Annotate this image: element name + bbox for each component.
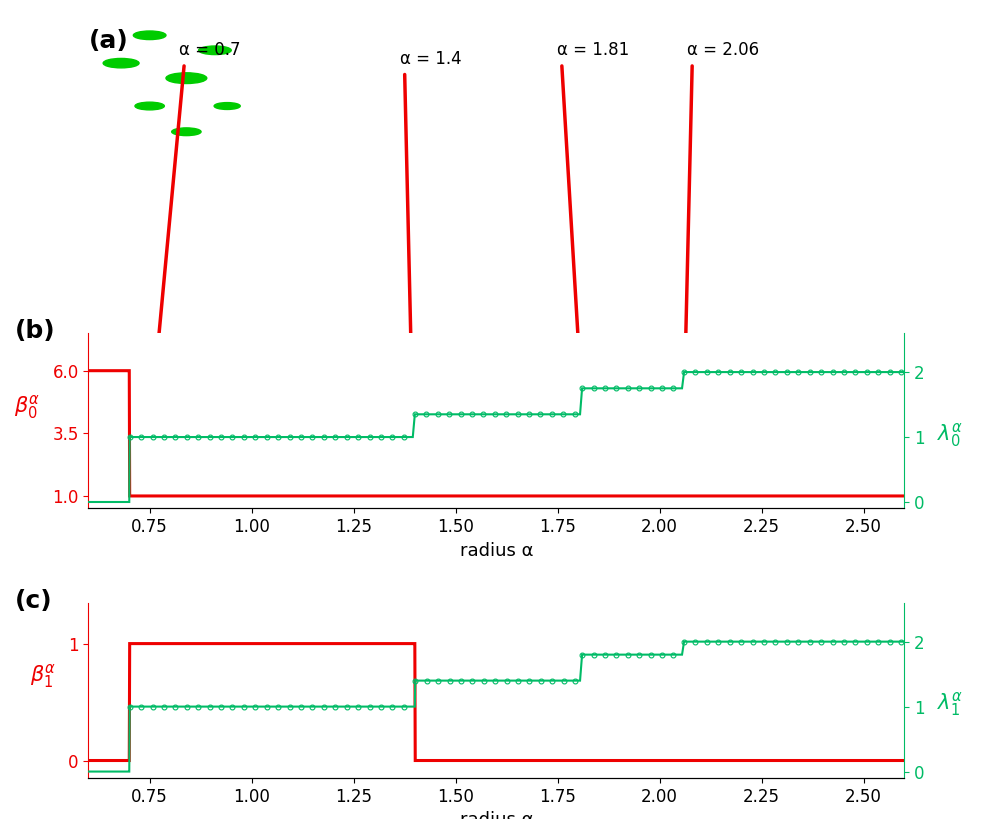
Circle shape xyxy=(172,128,202,136)
Y-axis label: $\lambda_1^\alpha$: $\lambda_1^\alpha$ xyxy=(937,690,962,718)
Circle shape xyxy=(214,102,240,110)
Text: α = 1.81: α = 1.81 xyxy=(556,41,629,59)
Circle shape xyxy=(103,58,139,68)
X-axis label: radius α: radius α xyxy=(460,812,533,819)
X-axis label: radius α: radius α xyxy=(460,541,533,559)
Text: α = 0.7: α = 0.7 xyxy=(180,41,241,59)
Text: α = 1.4: α = 1.4 xyxy=(400,50,461,68)
Circle shape xyxy=(134,31,166,39)
Text: α = 2.06: α = 2.06 xyxy=(687,41,760,59)
Y-axis label: $\beta_0^\alpha$: $\beta_0^\alpha$ xyxy=(14,393,40,421)
Y-axis label: $\lambda_0^\alpha$: $\lambda_0^\alpha$ xyxy=(937,421,962,449)
Circle shape xyxy=(135,102,164,110)
Circle shape xyxy=(199,46,231,55)
Text: (c): (c) xyxy=(15,589,53,613)
Text: (b): (b) xyxy=(15,319,56,343)
Text: (a): (a) xyxy=(88,29,128,53)
Y-axis label: $\beta_1^\alpha$: $\beta_1^\alpha$ xyxy=(29,663,56,690)
Circle shape xyxy=(166,73,206,84)
